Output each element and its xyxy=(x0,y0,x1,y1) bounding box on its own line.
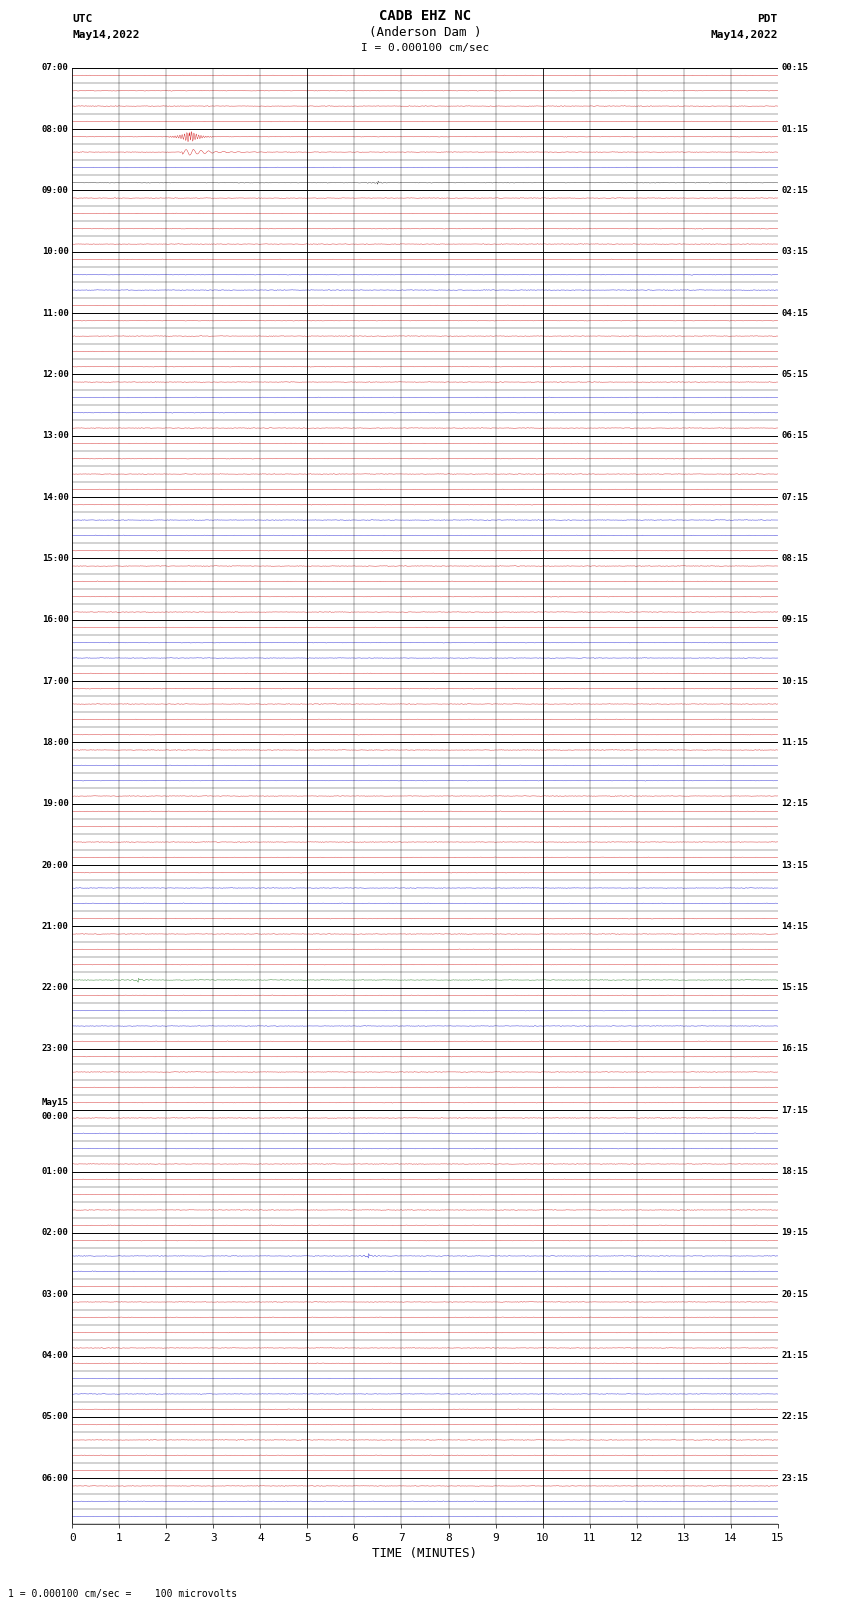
Text: CADB EHZ NC: CADB EHZ NC xyxy=(379,10,471,23)
Text: 22:00: 22:00 xyxy=(42,984,69,992)
Text: 06:00: 06:00 xyxy=(42,1474,69,1482)
Text: 01:15: 01:15 xyxy=(781,124,808,134)
Text: 12:00: 12:00 xyxy=(42,369,69,379)
Text: 09:00: 09:00 xyxy=(42,185,69,195)
Text: 12:15: 12:15 xyxy=(781,798,808,808)
Text: 05:00: 05:00 xyxy=(42,1413,69,1421)
Text: I = 0.000100 cm/sec: I = 0.000100 cm/sec xyxy=(361,44,489,53)
Text: 17:15: 17:15 xyxy=(781,1107,808,1115)
Text: 21:15: 21:15 xyxy=(781,1352,808,1360)
Text: 00:00: 00:00 xyxy=(42,1111,69,1121)
Text: 11:15: 11:15 xyxy=(781,737,808,747)
Text: 16:00: 16:00 xyxy=(42,615,69,624)
Text: 04:00: 04:00 xyxy=(42,1352,69,1360)
Text: May15: May15 xyxy=(42,1098,69,1107)
Text: (Anderson Dam ): (Anderson Dam ) xyxy=(369,26,481,39)
Text: 05:15: 05:15 xyxy=(781,369,808,379)
Text: 23:15: 23:15 xyxy=(781,1474,808,1482)
Text: 15:15: 15:15 xyxy=(781,984,808,992)
Text: 20:15: 20:15 xyxy=(781,1290,808,1298)
Text: 02:00: 02:00 xyxy=(42,1229,69,1237)
Text: 13:00: 13:00 xyxy=(42,431,69,440)
Text: 21:00: 21:00 xyxy=(42,923,69,931)
Text: 18:00: 18:00 xyxy=(42,737,69,747)
Text: May14,2022: May14,2022 xyxy=(72,31,139,40)
Text: 07:00: 07:00 xyxy=(42,63,69,73)
Text: 19:15: 19:15 xyxy=(781,1229,808,1237)
Text: 1 = 0.000100 cm/sec =    100 microvolts: 1 = 0.000100 cm/sec = 100 microvolts xyxy=(8,1589,238,1598)
Text: 18:15: 18:15 xyxy=(781,1168,808,1176)
Text: 09:15: 09:15 xyxy=(781,615,808,624)
Text: 20:00: 20:00 xyxy=(42,860,69,869)
Text: 14:00: 14:00 xyxy=(42,492,69,502)
Text: 00:15: 00:15 xyxy=(781,63,808,73)
Text: 13:15: 13:15 xyxy=(781,860,808,869)
Text: 08:15: 08:15 xyxy=(781,553,808,563)
Text: 22:15: 22:15 xyxy=(781,1413,808,1421)
Text: 23:00: 23:00 xyxy=(42,1045,69,1053)
Text: 14:15: 14:15 xyxy=(781,923,808,931)
X-axis label: TIME (MINUTES): TIME (MINUTES) xyxy=(372,1547,478,1560)
Text: 01:00: 01:00 xyxy=(42,1168,69,1176)
Text: 17:00: 17:00 xyxy=(42,676,69,686)
Text: 10:00: 10:00 xyxy=(42,247,69,256)
Text: 19:00: 19:00 xyxy=(42,798,69,808)
Text: 06:15: 06:15 xyxy=(781,431,808,440)
Text: 02:15: 02:15 xyxy=(781,185,808,195)
Text: 04:15: 04:15 xyxy=(781,308,808,318)
Text: 16:15: 16:15 xyxy=(781,1045,808,1053)
Text: UTC: UTC xyxy=(72,15,93,24)
Text: 15:00: 15:00 xyxy=(42,553,69,563)
Text: 07:15: 07:15 xyxy=(781,492,808,502)
Text: 03:15: 03:15 xyxy=(781,247,808,256)
Text: 11:00: 11:00 xyxy=(42,308,69,318)
Text: PDT: PDT xyxy=(757,15,778,24)
Text: 08:00: 08:00 xyxy=(42,124,69,134)
Text: 03:00: 03:00 xyxy=(42,1290,69,1298)
Text: 10:15: 10:15 xyxy=(781,676,808,686)
Text: May14,2022: May14,2022 xyxy=(711,31,778,40)
